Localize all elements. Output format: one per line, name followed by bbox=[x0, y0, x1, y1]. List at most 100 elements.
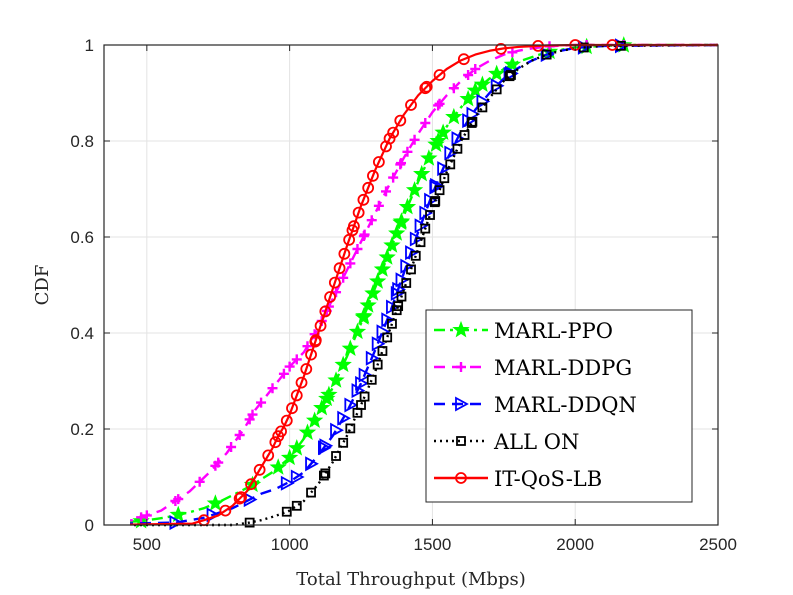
marker-it-qos-lb bbox=[319, 305, 332, 318]
marker-marl-ppo bbox=[405, 181, 424, 198]
marker-all-on bbox=[504, 71, 515, 82]
marker-marl-ppo bbox=[368, 272, 387, 289]
legend-label-it-qos-lb: IT-QoS-LB bbox=[494, 467, 602, 491]
series-line-all-on bbox=[130, 43, 718, 527]
marker-all-on bbox=[401, 278, 412, 288]
marker-all-on bbox=[320, 468, 331, 479]
legend-label-marl-ppo: MARL-PPO bbox=[494, 319, 613, 343]
marker-it-qos-lb bbox=[305, 348, 317, 361]
marker-marl-ddpg bbox=[373, 200, 384, 211]
marker-all-on bbox=[366, 374, 377, 385]
series-line-marl-ddqn bbox=[130, 43, 718, 525]
x-axis-title: Total Throughput (Mbps) bbox=[296, 569, 525, 590]
series-line-marl-ddpg bbox=[130, 43, 718, 522]
marker-marl-ppo bbox=[445, 107, 463, 125]
legend-entry-marl-ddpg: MARL-DDPG bbox=[434, 356, 632, 380]
marker-marl-ppo bbox=[488, 64, 506, 82]
marker-it-qos-lb bbox=[328, 276, 341, 289]
marker-marl-ppo bbox=[305, 411, 324, 428]
series-all-on bbox=[130, 40, 718, 528]
marker-marl-ddpg bbox=[409, 134, 420, 145]
legend: MARL-PPO MARL-DDPG MARL-DDQN ALL ON IT-QoS-L… bbox=[425, 309, 693, 503]
legend-entry-marl-ppo: MARL-PPO bbox=[434, 319, 613, 343]
marker-it-qos-lb bbox=[420, 80, 433, 93]
marker-all-on bbox=[467, 116, 478, 127]
marker-marl-ddqn bbox=[540, 47, 555, 63]
marker-marl-ddpg bbox=[352, 244, 363, 254]
marker-all-on bbox=[410, 250, 421, 261]
marker-marl-ppo bbox=[378, 248, 396, 265]
marker-marl-ppo bbox=[459, 89, 477, 107]
marker-it-qos-lb bbox=[367, 169, 379, 182]
marker-marl-ddpg bbox=[507, 47, 518, 58]
marker-it-qos-lb bbox=[457, 53, 470, 66]
marker-all-on bbox=[372, 359, 383, 370]
y-tick-label: 1 bbox=[85, 36, 94, 55]
marker-marl-ddpg bbox=[302, 341, 313, 352]
marker-all-on bbox=[244, 517, 255, 528]
series-layer bbox=[130, 36, 718, 531]
marker-all-on bbox=[452, 143, 463, 154]
marker-it-qos-lb bbox=[286, 402, 298, 415]
marker-all-on bbox=[434, 185, 445, 196]
marker-all-on bbox=[406, 264, 416, 275]
marker-marl-ppo bbox=[288, 439, 306, 456]
marker-marl-ddpg bbox=[434, 98, 445, 109]
legend-entry-marl-ddqn: MARL-DDQN bbox=[434, 393, 637, 417]
marker-it-qos-lb bbox=[235, 491, 247, 504]
marker-marl-ddpg bbox=[345, 258, 356, 269]
marker-it-qos-lb bbox=[495, 42, 507, 55]
x-tick-label: 2500 bbox=[699, 535, 737, 554]
marker-marl-ppo bbox=[364, 284, 382, 301]
marker-marl-ppo bbox=[392, 213, 410, 230]
marker-marl-ppo bbox=[206, 494, 225, 511]
marker-all-on bbox=[387, 318, 397, 329]
marker-marl-ddpg bbox=[194, 476, 205, 487]
marker-marl-ddqn bbox=[437, 161, 452, 177]
legend-marker-marl-ppo bbox=[452, 320, 470, 338]
y-tick-label: 0.4 bbox=[70, 324, 94, 343]
series-marl-ddqn bbox=[130, 38, 718, 531]
marker-all-on bbox=[281, 506, 292, 517]
marker-marl-ddqn bbox=[317, 440, 332, 456]
marker-marl-ddpg bbox=[388, 172, 399, 183]
marker-marl-ddpg bbox=[284, 361, 295, 372]
series-line-it-qos-lb bbox=[130, 43, 718, 526]
marker-it-qos-lb bbox=[314, 319, 327, 332]
legend-marker-all-on bbox=[456, 436, 466, 446]
marker-marl-ppo bbox=[327, 371, 345, 388]
marker-it-qos-lb bbox=[309, 335, 322, 348]
marker-marl-ddqn bbox=[358, 367, 373, 383]
marker-marl-ppo bbox=[341, 339, 359, 356]
marker-marl-ppo bbox=[373, 260, 392, 277]
y-tick-label: 0.2 bbox=[70, 420, 94, 439]
marker-marl-ddpg bbox=[267, 383, 278, 394]
marker-all-on bbox=[393, 301, 404, 312]
x-tick-label: 1000 bbox=[271, 535, 309, 554]
marker-it-qos-lb bbox=[269, 436, 282, 449]
marker-marl-ppo bbox=[388, 224, 406, 241]
marker-marl-ddpg bbox=[338, 272, 349, 283]
marker-marl-ppo bbox=[298, 423, 317, 440]
marker-it-qos-lb bbox=[352, 206, 365, 219]
marker-marl-ddpg bbox=[256, 397, 267, 408]
marker-all-on bbox=[382, 332, 393, 343]
marker-marl-ddqn bbox=[451, 131, 466, 147]
legend-entry-it-qos-lb: IT-QoS-LB bbox=[434, 467, 602, 491]
marker-it-qos-lb bbox=[338, 247, 351, 260]
marker-marl-ddpg bbox=[463, 70, 474, 80]
marker-it-qos-lb bbox=[372, 156, 385, 168]
legend-marker-it-qos-lb bbox=[455, 472, 467, 484]
marker-all-on bbox=[306, 487, 316, 498]
marker-marl-ddpg bbox=[291, 354, 302, 365]
marker-all-on bbox=[491, 84, 502, 95]
marker-marl-ddpg bbox=[210, 460, 221, 471]
legend-marker-marl-ddqn bbox=[455, 396, 469, 412]
marker-marl-ddqn bbox=[444, 145, 459, 161]
marker-all-on bbox=[396, 291, 407, 302]
marker-marl-ddpg bbox=[448, 83, 459, 94]
marker-marl-ddpg bbox=[234, 430, 245, 440]
marker-marl-ddpg bbox=[358, 231, 369, 242]
legend-marker-marl-ddpg bbox=[456, 362, 466, 372]
